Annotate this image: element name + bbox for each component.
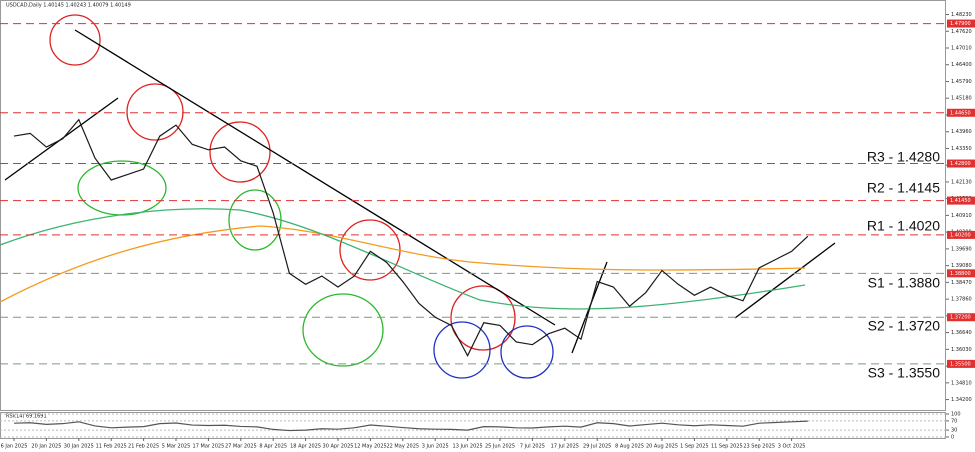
- circle: [209, 121, 271, 183]
- y-tick-label: 1.48230: [951, 12, 972, 18]
- x-tick-label: 11 Sep 2025: [711, 444, 743, 450]
- y-tick-label: 1.45180: [951, 96, 972, 102]
- level-label: 1.41450: [950, 198, 971, 204]
- level-label-box: [947, 108, 975, 117]
- y-tick-label: 1.45790: [951, 79, 972, 85]
- circle: [49, 14, 101, 66]
- trend-line: [74, 29, 556, 326]
- circle: [450, 285, 516, 351]
- x-tick-label: 8 Apr 2025: [259, 444, 287, 450]
- level-annotation: R3 - 1.4280: [867, 149, 940, 165]
- x-tick-label: 30 Jan 2025: [64, 444, 94, 450]
- y-tick-label: 1.47010: [951, 45, 972, 51]
- y-tick-label: 1.38470: [951, 280, 972, 286]
- price-line: [13, 420, 808, 432]
- moving-average: [0, 225, 806, 303]
- x-tick-label: 21 Feb 2025: [128, 444, 159, 450]
- x-tick-label: 11 Feb 2025: [96, 444, 127, 450]
- x-tick-label: 27 Mar 2025: [225, 444, 257, 450]
- level-annotation: R1 - 1.4020: [867, 218, 940, 234]
- x-tick-label: 3 Jun 2025: [422, 444, 449, 450]
- y-tick-label: 1.39080: [951, 263, 972, 269]
- x-tick-label: 7 Jul 2025: [520, 444, 545, 450]
- x-tick-label: 6 Jan 2025: [1, 444, 28, 450]
- x-tick-label: 1 Sep 2025: [680, 444, 709, 450]
- y-tick-label: 1.42130: [951, 179, 972, 185]
- y-tick-label: 0: [951, 435, 954, 441]
- level-label-box: [947, 230, 975, 239]
- y-tick-label: 1.47620: [951, 29, 972, 35]
- level-label-box: [947, 359, 975, 368]
- level-label: 1.44650: [950, 110, 971, 116]
- x-tick-label: 30 Apr 2025: [323, 444, 354, 450]
- level-label: 1.38800: [950, 271, 971, 277]
- x-tick-label: 20 Jan 2025: [31, 444, 61, 450]
- x-tick-label: 17 Jul 2025: [551, 444, 579, 450]
- y-tick-label: 1.34810: [951, 380, 972, 386]
- x-tick-label: 17 Mar 2025: [193, 444, 225, 450]
- x-tick-label: 5 Mar 2025: [162, 444, 191, 450]
- price-line: [13, 118, 809, 357]
- y-tick-label: 1.43350: [951, 146, 972, 152]
- trend-line: [734, 242, 836, 319]
- level-label: 1.37200: [950, 315, 971, 321]
- level-label: 1.47900: [950, 21, 971, 27]
- level-label-box: [947, 159, 975, 168]
- level-annotation: S1 - 1.3880: [868, 275, 941, 291]
- x-tick-label: 13 Jun 2025: [453, 444, 483, 450]
- ellipse: [228, 189, 282, 251]
- y-tick-label: 1.46400: [951, 62, 972, 68]
- level-label-box: [947, 269, 975, 278]
- y-tick-label: 1.34200: [951, 397, 972, 403]
- y-tick-label: 1.37860: [951, 297, 972, 303]
- x-tick-label: 20 Aug 2025: [646, 444, 678, 450]
- level-annotation: S2 - 1.3720: [868, 318, 941, 334]
- level-label-box: [947, 313, 975, 322]
- x-tick-label: 22 May 2025: [386, 444, 419, 450]
- annotation-shapes: [0, 14, 836, 379]
- x-tick-label: 23 Sep 2025: [743, 444, 775, 450]
- main-frame: [0, 0, 946, 411]
- level-annotation: S3 - 1.3550: [868, 365, 941, 381]
- x-tick-label: 29 Jul 2025: [583, 444, 611, 450]
- y-tick-label: 1.39690: [951, 246, 972, 252]
- rsi-title: RSI(14) 69.1691: [6, 414, 47, 420]
- x-tick-label: 8 Aug 2025: [615, 444, 644, 450]
- level-label: 1.42800: [950, 161, 971, 167]
- circle: [126, 83, 184, 141]
- y-tick-label: 30: [951, 428, 957, 434]
- circle: [339, 219, 401, 281]
- level-label-box: [947, 19, 975, 28]
- x-tick-label: 12 May 2025: [354, 444, 387, 450]
- level-label: 1.35500: [950, 361, 971, 367]
- moving-average: [0, 208, 806, 310]
- y-tick-label: 1.43960: [951, 129, 972, 135]
- x-tick-label: 3 Oct 2025: [778, 444, 806, 450]
- y-tick-label: 70: [951, 418, 957, 424]
- chart-title: USDCAD,Daily 1.40145 1.40243 1.40079 1.4…: [6, 3, 131, 9]
- rsi-frame: [0, 412, 946, 439]
- level-annotation: R2 - 1.4145: [867, 180, 940, 196]
- level-label: 1.40200: [950, 232, 971, 238]
- y-tick-label: 1.36640: [951, 330, 972, 336]
- ellipse: [77, 160, 167, 216]
- circle: [433, 321, 491, 379]
- x-tick-label: 18 Apr 2025: [290, 444, 321, 450]
- y-tick-label: 100: [951, 412, 961, 418]
- x-tick-label: 25 Jun 2025: [485, 444, 515, 450]
- circle: [500, 325, 554, 379]
- level-label-box: [947, 196, 975, 205]
- y-tick-label: 1.36030: [951, 347, 972, 353]
- ellipse: [302, 293, 384, 367]
- y-tick-label: 1.40910: [951, 213, 972, 219]
